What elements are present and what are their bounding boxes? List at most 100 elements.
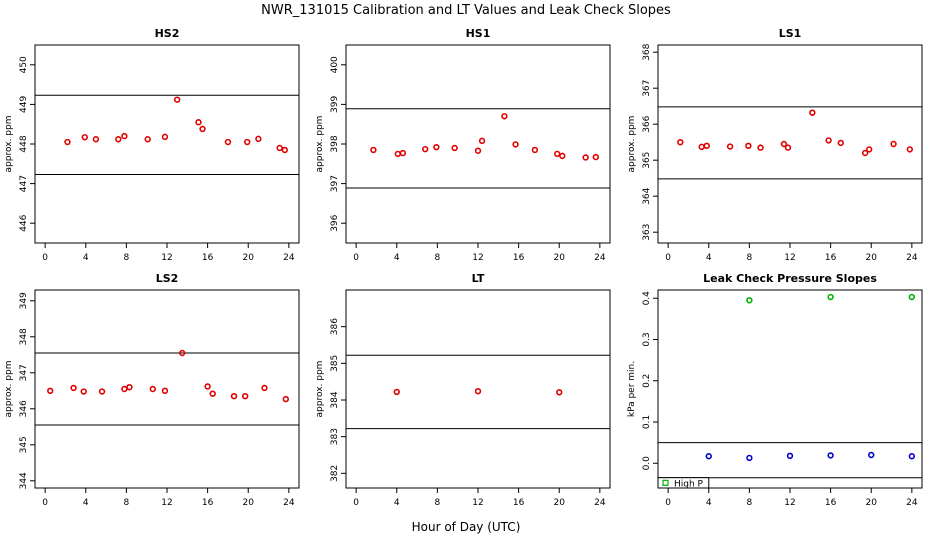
data-point-ls2: [126, 384, 133, 391]
x-tick-label: 12: [161, 253, 172, 263]
data-point-hs1: [451, 144, 458, 152]
data-point-ls1: [757, 144, 764, 151]
data-point-hs1: [399, 149, 407, 157]
data-point-high-p: [908, 293, 916, 301]
data-point-hs2: [224, 138, 232, 146]
x-tick-label: 4: [706, 498, 712, 508]
data-point-low-p: [868, 451, 875, 459]
data-point-ls2: [161, 387, 169, 394]
y-tick-label: 385: [330, 355, 340, 372]
panel-title: HS1: [466, 27, 491, 40]
y-tick-label: 346: [19, 400, 29, 417]
x-tick-label: 16: [202, 253, 214, 263]
data-point-hs2: [121, 132, 128, 140]
data-point-ls1: [865, 146, 873, 153]
data-point-low-p: [827, 452, 834, 459]
y-tick-label: 382: [330, 465, 340, 482]
x-tick-label: 24: [594, 498, 606, 508]
x-tick-label: 8: [124, 498, 130, 508]
data-point-hs2: [195, 119, 202, 126]
data-point-hs1: [370, 146, 377, 154]
y-tick-label: 396: [330, 214, 340, 231]
panel-ls1: LS1 approx. ppm 0 4 8 12 16 20 24 363 364 365 366 367…: [627, 27, 923, 263]
data-point-hs1: [422, 145, 429, 153]
y-tick-label: 363: [642, 224, 652, 241]
x-tick-label: 0: [665, 498, 671, 508]
data-point-high-p: [746, 297, 753, 304]
plot-frame: [34, 44, 300, 244]
x-tick-label: 8: [747, 498, 753, 508]
x-tick-label: 16: [513, 498, 525, 508]
data-point-ls2: [149, 385, 156, 393]
panel-lt: LT approx. ppm 0 4 8 12 16 20 24 382 383 384 385 386: [315, 272, 611, 508]
x-tick-label: 4: [394, 498, 400, 508]
x-tick-label: 12: [784, 253, 795, 263]
y-tick-label: 397: [330, 175, 340, 192]
data-point-hs1: [531, 146, 539, 154]
data-point-hs1: [559, 152, 566, 160]
y-tick-label: 345: [19, 436, 29, 453]
data-point-ls2: [80, 388, 87, 395]
data-point-hs2: [92, 136, 100, 143]
y-tick-label: 349: [19, 292, 29, 309]
data-point-low-p: [786, 452, 794, 460]
data-point-hs1: [553, 150, 561, 158]
panel-title: LS1: [779, 27, 802, 40]
data-point-hs1: [592, 153, 599, 161]
x-tick-label: 20: [866, 253, 878, 263]
data-point-ls1: [698, 143, 705, 151]
data-point-hs2: [255, 135, 262, 143]
x-tick-label: 20: [866, 498, 878, 508]
x-tick-label: 20: [243, 253, 255, 263]
data-point-ls1: [906, 146, 914, 153]
data-point-hs2: [144, 136, 151, 143]
x-tick-label: 12: [472, 253, 483, 263]
y-tick-label: 368: [642, 43, 652, 60]
data-point-hs2: [64, 138, 71, 146]
x-tick-label: 24: [283, 498, 295, 508]
data-point-hs2: [199, 125, 206, 133]
x-tick-label: 4: [83, 498, 89, 508]
x-tick-label: 4: [394, 253, 400, 263]
panel-title: LT: [472, 272, 485, 285]
x-tick-label: 8: [747, 253, 753, 263]
y-tick-label: 400: [330, 56, 340, 73]
data-point-ls2: [209, 390, 216, 397]
data-point-hs1: [582, 154, 589, 161]
data-point-low-p: [908, 453, 916, 460]
data-point-ls1: [780, 140, 788, 148]
x-tick-label: 20: [554, 498, 566, 508]
data-point-lt: [556, 389, 563, 396]
legend-marker: [662, 479, 669, 486]
data-point-ls2: [70, 384, 77, 392]
x-tick-label: 0: [353, 498, 359, 508]
data-point-ls2: [261, 384, 268, 392]
x-tick-label: 4: [706, 253, 712, 263]
data-point-hs2: [281, 146, 288, 154]
legend-box: [657, 477, 710, 489]
x-tick-label: 8: [124, 253, 130, 263]
data-point-ls1: [890, 140, 897, 148]
data-point-ls1: [745, 142, 752, 150]
y-tick-label: 447: [19, 175, 29, 192]
y-tick-label: 384: [330, 391, 340, 408]
x-tick-label: 16: [202, 498, 214, 508]
legend: High P: [657, 477, 710, 489]
x-tick-label: 0: [42, 253, 48, 263]
x-tick-label: 24: [594, 253, 606, 263]
data-point-hs2: [161, 133, 169, 141]
x-axis-label: Hour of Day (UTC): [412, 520, 521, 534]
data-point-ls1: [825, 137, 832, 144]
y-tick-label: 386: [330, 318, 340, 335]
x-tick-label: 4: [83, 253, 89, 263]
data-point-lt: [393, 388, 400, 396]
x-tick-label: 8: [435, 253, 441, 263]
x-tick-label: 24: [906, 253, 918, 263]
y-tick-label: 0.0: [642, 456, 652, 471]
y-axis-label: kPa per min.: [627, 361, 637, 417]
data-point-hs1: [474, 147, 482, 154]
y-tick-label: 0.1: [642, 415, 652, 429]
data-point-low-p: [746, 454, 753, 462]
